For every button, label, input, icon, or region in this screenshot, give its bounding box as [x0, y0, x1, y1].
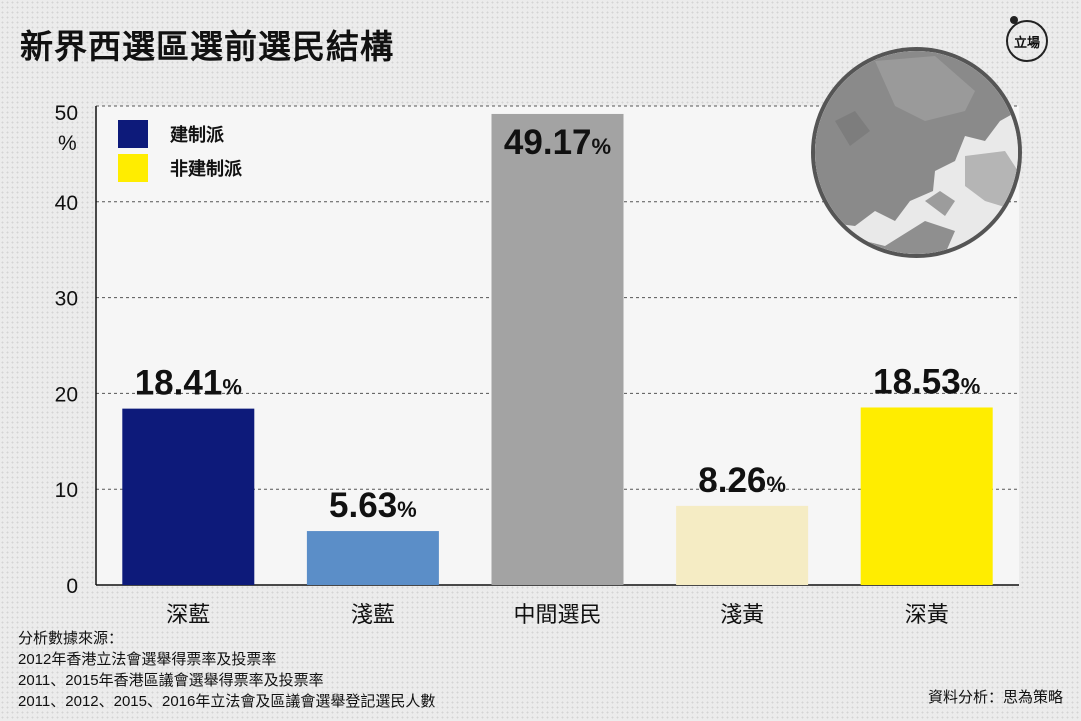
data-label: 5.63%: [329, 486, 417, 525]
bar: [306, 531, 439, 585]
y-axis-unit: %: [58, 132, 77, 155]
source-line: 2011、2015年香港區議會選舉得票率及投票率: [18, 672, 324, 689]
legend-label: 建制派: [170, 125, 224, 145]
legend-swatch: [118, 154, 148, 182]
data-label: 8.26%: [698, 461, 786, 500]
data-label: 18.53%: [873, 362, 980, 401]
legend-item-pro-establishment: 建制派: [118, 117, 242, 151]
y-tick-label: 30: [55, 288, 78, 311]
y-tick-label: 20: [55, 383, 78, 406]
x-tick-label: 深黃: [905, 602, 949, 627]
logo-dot: [1010, 16, 1018, 24]
region-map-icon: [811, 47, 1022, 258]
y-tick-label: 10: [55, 479, 78, 502]
y-tick-label: 50: [55, 102, 78, 125]
bar: [122, 408, 255, 585]
bar: [860, 407, 993, 585]
y-tick-label: 40: [55, 192, 78, 215]
brand-logo: 立場: [1006, 20, 1048, 62]
bar: [676, 505, 809, 585]
bar: [491, 113, 624, 585]
source-line: 分析數據來源：: [18, 630, 124, 647]
data-label: 18.41%: [135, 364, 242, 403]
x-tick-label: 淺黃: [720, 602, 764, 627]
data-label: 49.17%: [504, 123, 611, 162]
source-line: 2012年香港立法會選舉得票率及投票率: [18, 651, 277, 668]
legend-label: 非建制派: [170, 159, 242, 179]
bar-chart: 0 10 20 30 40 50% 深藍 18.41% 淺藍 5.63% 中間選民 49.17% 淺黃 8…: [55, 102, 1019, 627]
source-line: 2011、2012、2015、2016年立法會及區議會選舉登記選民人數: [18, 693, 436, 710]
x-tick-label: 中間選民: [513, 602, 601, 627]
legend-swatch: [118, 120, 148, 148]
x-tick-label: 深藍: [166, 602, 210, 627]
chart-legend: 建制派 非建制派: [118, 117, 242, 185]
logo-text: 立場: [1013, 34, 1040, 50]
legend-item-non-establishment: 非建制派: [118, 151, 242, 185]
x-tick-label: 淺藍: [351, 602, 395, 627]
y-tick-label: 0: [66, 575, 78, 598]
map-shape: [815, 51, 1018, 254]
page-title: 新界西選區選前選民結構: [20, 28, 394, 65]
analysis-credit: 資料分析：思為策略: [927, 689, 1063, 706]
data-source: 分析數據來源： 2012年香港立法會選舉得票率及投票率 2011、2015年香港…: [18, 628, 435, 712]
